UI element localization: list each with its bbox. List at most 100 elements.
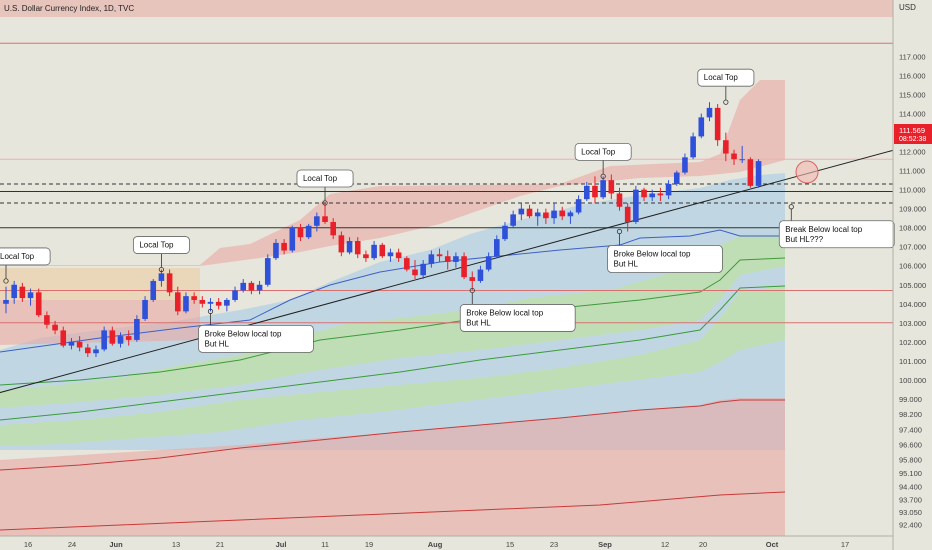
- candle-body: [281, 242, 287, 251]
- time-tick-label: 23: [550, 540, 558, 549]
- candle: [371, 241, 377, 261]
- candle-body: [395, 252, 402, 259]
- candle-body: [739, 159, 745, 161]
- candle: [534, 208, 541, 226]
- cloud-line-blue: [0, 229, 785, 353]
- cloud-line-green-2: [0, 285, 786, 421]
- candle: [44, 311, 50, 329]
- candles: [3, 102, 762, 358]
- candle-body: [52, 324, 58, 331]
- time-tick-label: 16: [24, 540, 32, 549]
- price-tick-label: 114.000: [899, 110, 926, 119]
- candle: [125, 330, 132, 346]
- price-badge: 111.569 08:52:38: [894, 124, 932, 144]
- time-tick-label: Jun: [109, 540, 123, 549]
- callout-box: [607, 245, 723, 273]
- candle-body: [134, 318, 140, 340]
- candle: [314, 212, 320, 232]
- candle: [363, 250, 369, 262]
- red-zone-bottom: [0, 398, 785, 536]
- candle-body: [297, 227, 304, 238]
- candle-body: [314, 216, 320, 226]
- candle: [109, 326, 116, 346]
- candle: [85, 343, 91, 358]
- candle-body: [624, 206, 631, 222]
- price-tick-label: 107.000: [899, 243, 926, 252]
- candle: [199, 296, 206, 308]
- price-tick-label: 115.000: [899, 91, 926, 100]
- candle: [469, 271, 476, 291]
- candle: [35, 288, 42, 318]
- callout-box: [459, 304, 576, 332]
- price-tick-label: 97.400: [899, 425, 922, 434]
- candle: [526, 204, 533, 219]
- candle-body: [485, 256, 492, 270]
- price-tick-label: 99.000: [899, 395, 922, 404]
- candle-body: [322, 216, 328, 222]
- candle: [485, 252, 492, 272]
- candle: [76, 336, 83, 352]
- price-badge-countdown: 08:52:38: [899, 136, 926, 143]
- candle: [248, 280, 255, 295]
- time-tick-label: Jul: [276, 540, 287, 549]
- annotations: Local Top Local Top Local Top Local Top Loca…: [0, 68, 895, 353]
- candle-body: [3, 299, 9, 304]
- candle-body: [248, 282, 255, 291]
- pink-zone-top: [0, 0, 893, 17]
- candle-body: [191, 296, 197, 300]
- candle-body: [428, 254, 435, 264]
- candle: [117, 332, 124, 348]
- candle-body: [534, 212, 541, 217]
- candle-body: [44, 315, 50, 325]
- candle: [52, 320, 58, 335]
- price-tick-label: 106.000: [899, 262, 926, 271]
- candle: [19, 282, 26, 302]
- candle-body: [240, 282, 247, 291]
- candle: [682, 153, 688, 175]
- candle-body: [76, 341, 83, 348]
- candle: [60, 326, 67, 348]
- candle-body: [494, 239, 500, 257]
- candle-body: [404, 258, 410, 270]
- candle: [142, 296, 148, 321]
- break-circle: [795, 160, 819, 184]
- candle-body: [11, 284, 17, 299]
- candle-body: [305, 225, 312, 238]
- time-axis[interactable]: 16 24 Jun 13 21 Jul 11 19 Aug 15 23 Sep 12 20 Oct 17: [24, 540, 849, 549]
- candle: [608, 174, 615, 200]
- callout-anchor: [322, 200, 328, 206]
- candle: [346, 237, 353, 255]
- candle: [706, 102, 713, 122]
- local-top-callout: Local Top: [574, 142, 632, 179]
- candle: [690, 132, 696, 160]
- candle-body: [673, 172, 680, 184]
- callout-text: But HL: [466, 318, 491, 327]
- callout-anchor: [158, 266, 165, 273]
- candle-body: [690, 136, 696, 158]
- candle-body: [723, 140, 729, 154]
- price-tick-label: 93.700: [899, 496, 922, 505]
- cloud-line-red: [0, 399, 785, 471]
- price-tick-label: 96.600: [899, 441, 922, 450]
- candle: [256, 280, 263, 295]
- price-tick-label: 105.000: [899, 281, 926, 290]
- candle-body: [510, 214, 516, 226]
- candle-body: [166, 273, 173, 293]
- price-tick-label: 116.000: [899, 72, 926, 81]
- candle-body: [354, 241, 361, 255]
- candle: [502, 221, 508, 242]
- price-tick-label: 101.000: [899, 357, 926, 366]
- candle: [444, 250, 451, 270]
- candle: [420, 260, 426, 280]
- candle: [477, 265, 484, 283]
- callout-box: [697, 68, 755, 87]
- candle: [404, 256, 410, 272]
- candle: [93, 345, 99, 358]
- candle-body: [379, 244, 386, 257]
- candle: [551, 202, 557, 224]
- callout-text: Local Top: [139, 241, 174, 250]
- currency-label: USD: [899, 3, 916, 12]
- candle: [739, 145, 745, 164]
- price-tick-label: 108.000: [899, 224, 926, 233]
